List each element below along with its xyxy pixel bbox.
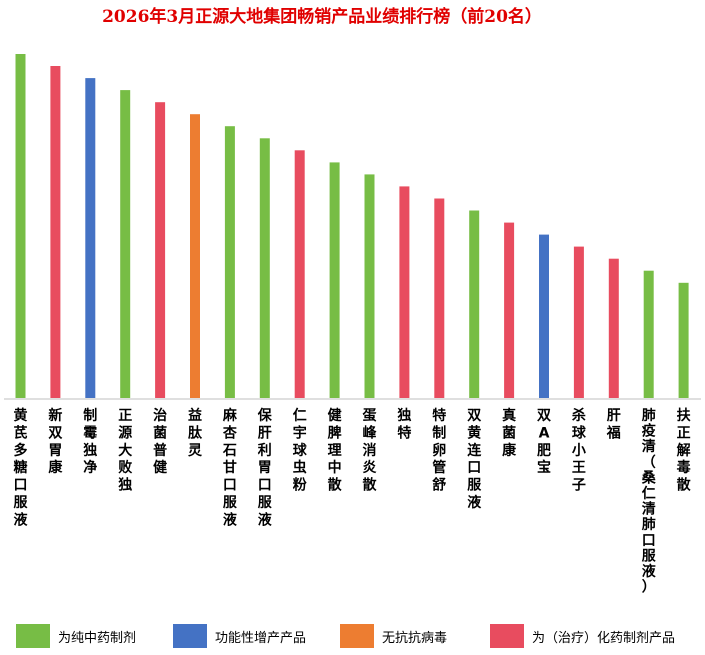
legend-swatch-4 [490,624,524,648]
legend-label-3: 无抗抗病毒 [382,631,447,646]
bar-11 [364,174,375,398]
bar-5 [155,102,166,398]
bar-2 [50,66,61,398]
category-label-1: 黄芪多糖口服液 [14,407,29,528]
category-label-13: 特制卵管舒 [432,407,446,494]
category-label-19: 肺疫清（桑仁清肺口服液） [642,408,657,596]
legend: 为纯中药制剂 功能性增产产品 无抗抗病毒 为（治疗）化药制剂产品 [16,624,675,648]
bar-16 [539,234,549,398]
category-label-16: 双 A 肥宝 [537,408,551,476]
bar-6 [190,114,200,398]
bar-17 [573,246,584,398]
bar-9 [294,150,305,398]
category-label-3: 制霉独净 [83,407,97,476]
bar-13 [434,198,445,398]
bar-8 [259,138,270,399]
bars-group [15,54,689,399]
category-label-15: 真菌康 [502,407,517,459]
category-label-4: 正源大败独 [118,408,133,494]
category-label-7: 麻杏石甘口服液 [222,407,238,528]
category-label-6: 益肽灵 [188,407,203,459]
category-label-17: 杀球小王子 [572,407,587,494]
bar-14 [469,210,480,398]
category-label-18: 肝福 [606,408,621,441]
category-label-5: 治菌普健 [153,407,167,476]
bar-18 [608,258,619,398]
category-label-11: 蛋峰消炎散 [363,408,378,494]
bar-4 [120,90,131,398]
legend-swatch-3 [340,624,374,648]
bar-15 [504,222,515,398]
bar-1 [15,54,26,398]
bar-12 [399,186,410,398]
category-label-20: 扶正解毒散 [677,407,692,494]
bar-19 [643,270,654,398]
category-label-14: 双黄连口服液 [467,408,482,511]
chart-title: 2026年3月正源大地集团畅销产品业绩排行榜（前20名） [102,6,542,27]
category-label-10: 健脾理中散 [328,407,343,494]
legend-label-4: 为（治疗）化药制剂产品 [532,631,675,646]
legend-label-1: 为纯中药制剂 [58,631,136,646]
bar-10 [329,162,340,398]
category-label-9: 仁宇球虫粉 [293,407,308,494]
bar-7 [224,126,235,398]
category-label-2: 新双胃康 [48,407,63,476]
category-label-8: 保肝利胃口服液 [257,407,273,528]
category-labels: 黄芪多糖口服液 新双胃康 制霉独净 正源大败独 治菌普健 益肽灵 麻杏石甘口服液 保肝利胃口服… [14,407,692,596]
legend-swatch-1 [16,624,50,648]
legend-label-2: 功能性增产产品 [215,631,306,646]
bar-20 [678,282,689,398]
bar-3 [85,78,96,398]
category-label-12: 独特 [397,407,411,441]
legend-swatch-2 [173,624,207,648]
